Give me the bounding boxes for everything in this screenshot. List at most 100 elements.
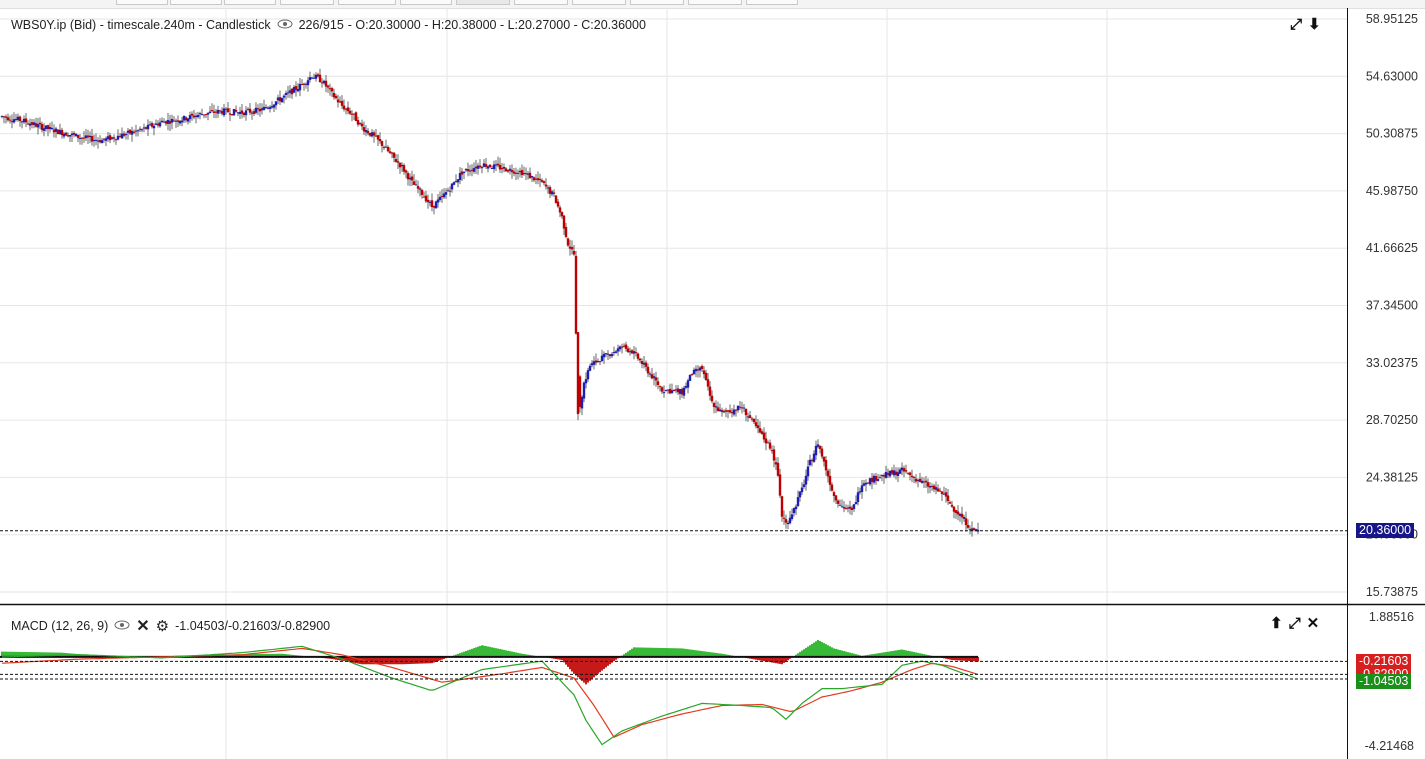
candle-down	[402, 165, 406, 172]
histogram-bar-positive	[631, 648, 633, 657]
histogram-bar-positive	[489, 646, 491, 657]
candle-down	[752, 418, 756, 423]
candle-down	[576, 332, 580, 415]
toolbar-tab[interactable]	[514, 0, 568, 5]
toolbar-tab[interactable]	[400, 0, 452, 5]
candle-up	[436, 199, 440, 203]
histogram-bar-positive	[901, 649, 903, 657]
histogram-bar-negative	[431, 656, 433, 664]
histogram-bar-positive	[671, 648, 673, 657]
candle-down	[422, 196, 426, 198]
candle-down	[944, 492, 948, 497]
candle-up	[714, 406, 718, 408]
macd-lines	[1, 645, 979, 746]
candle-up	[304, 83, 308, 85]
candle-up	[286, 92, 290, 94]
histogram-bar-positive	[501, 649, 503, 657]
toolbar-tab[interactable]	[338, 0, 396, 5]
toolbar-tab[interactable]	[572, 0, 626, 5]
candlestick-series	[0, 68, 980, 537]
histogram-bar-positive	[37, 652, 39, 657]
candle-down	[98, 140, 102, 143]
histogram-bar-negative	[587, 656, 589, 683]
toolbar-tab[interactable]	[170, 0, 222, 5]
histogram-bar-positive	[247, 654, 249, 657]
histogram-bar-negative	[783, 656, 785, 663]
candle-down	[336, 99, 340, 103]
histogram-bar-positive	[27, 652, 29, 657]
arrow-up-icon[interactable]: ⬆	[1270, 615, 1283, 632]
candle-up	[22, 118, 26, 123]
candle-down	[6, 117, 10, 121]
candle-up	[928, 485, 932, 488]
candle-up	[160, 120, 164, 123]
toolbar-tab[interactable]	[224, 0, 276, 5]
close-icon[interactable]: ✕	[136, 618, 150, 635]
histogram-bar-positive	[801, 650, 803, 657]
toolbar-tab[interactable]	[280, 0, 334, 5]
candle-down	[560, 212, 564, 217]
candle-down	[870, 477, 874, 482]
candle-up	[284, 93, 288, 95]
candle-up	[54, 128, 58, 132]
price-tick-label: 54.63000	[1366, 69, 1418, 83]
candle-down	[420, 189, 424, 196]
candle-up	[260, 108, 264, 111]
candle-down	[830, 484, 834, 491]
histogram-bar-positive	[475, 647, 477, 657]
candle-down	[644, 362, 648, 367]
candle-down	[172, 120, 176, 122]
candle-down	[818, 445, 822, 449]
candle-up	[798, 491, 802, 498]
candle-down	[138, 128, 142, 130]
candle-up	[698, 367, 702, 371]
expand-icon[interactable]: ⤢	[1290, 16, 1303, 33]
histogram-bar-positive	[883, 652, 885, 657]
candle-up	[434, 201, 438, 209]
expand-icon[interactable]: ⤢	[1288, 615, 1301, 632]
candle-down	[910, 475, 914, 477]
candle-down	[378, 138, 382, 142]
macd-value-tag: -1.04503	[1356, 674, 1412, 690]
candle-down	[874, 476, 878, 481]
histogram-bar-negative	[569, 656, 571, 670]
histogram-bar-positive	[623, 654, 625, 657]
candle-down	[706, 379, 710, 387]
histogram-bar-positive	[285, 654, 287, 657]
histogram-bar-positive	[257, 654, 259, 657]
histogram-bar-negative	[357, 656, 359, 664]
close-icon[interactable]: ✕	[1306, 615, 1320, 632]
candle-up	[162, 121, 166, 123]
histogram-bar-negative	[953, 656, 955, 661]
histogram-bar-positive	[31, 652, 33, 657]
candle-down	[368, 132, 372, 136]
candle-up	[154, 123, 158, 125]
toolbar-tab[interactable]	[746, 0, 798, 5]
candle-down	[386, 146, 390, 152]
download-icon[interactable]: ⬇	[1308, 16, 1321, 33]
toolbar-tab[interactable]	[688, 0, 742, 5]
gear-icon[interactable]: ⚙	[155, 618, 170, 635]
histogram-bar-positive	[905, 650, 907, 657]
candle-down	[256, 108, 260, 110]
toolbar-tab[interactable]	[116, 0, 168, 5]
histogram-bar-negative	[755, 656, 757, 660]
candle-down	[726, 410, 730, 412]
candle-down	[38, 122, 42, 125]
candle-up	[900, 467, 904, 471]
candle-down	[204, 114, 208, 116]
histogram-bar-positive	[487, 646, 489, 657]
histogram-bar-positive	[45, 652, 47, 657]
candle-up	[170, 118, 174, 123]
histogram-bar-positive	[55, 652, 57, 657]
candle-down	[882, 475, 886, 477]
eye-icon[interactable]	[114, 619, 130, 633]
toolbar-tab[interactable]	[630, 0, 684, 5]
candle-down	[672, 389, 676, 391]
eye-icon[interactable]	[277, 18, 293, 32]
toolbar-tab-active[interactable]	[456, 0, 510, 5]
candle-up	[592, 361, 596, 365]
candle-down	[40, 124, 44, 130]
histogram-bar-negative	[615, 656, 617, 660]
